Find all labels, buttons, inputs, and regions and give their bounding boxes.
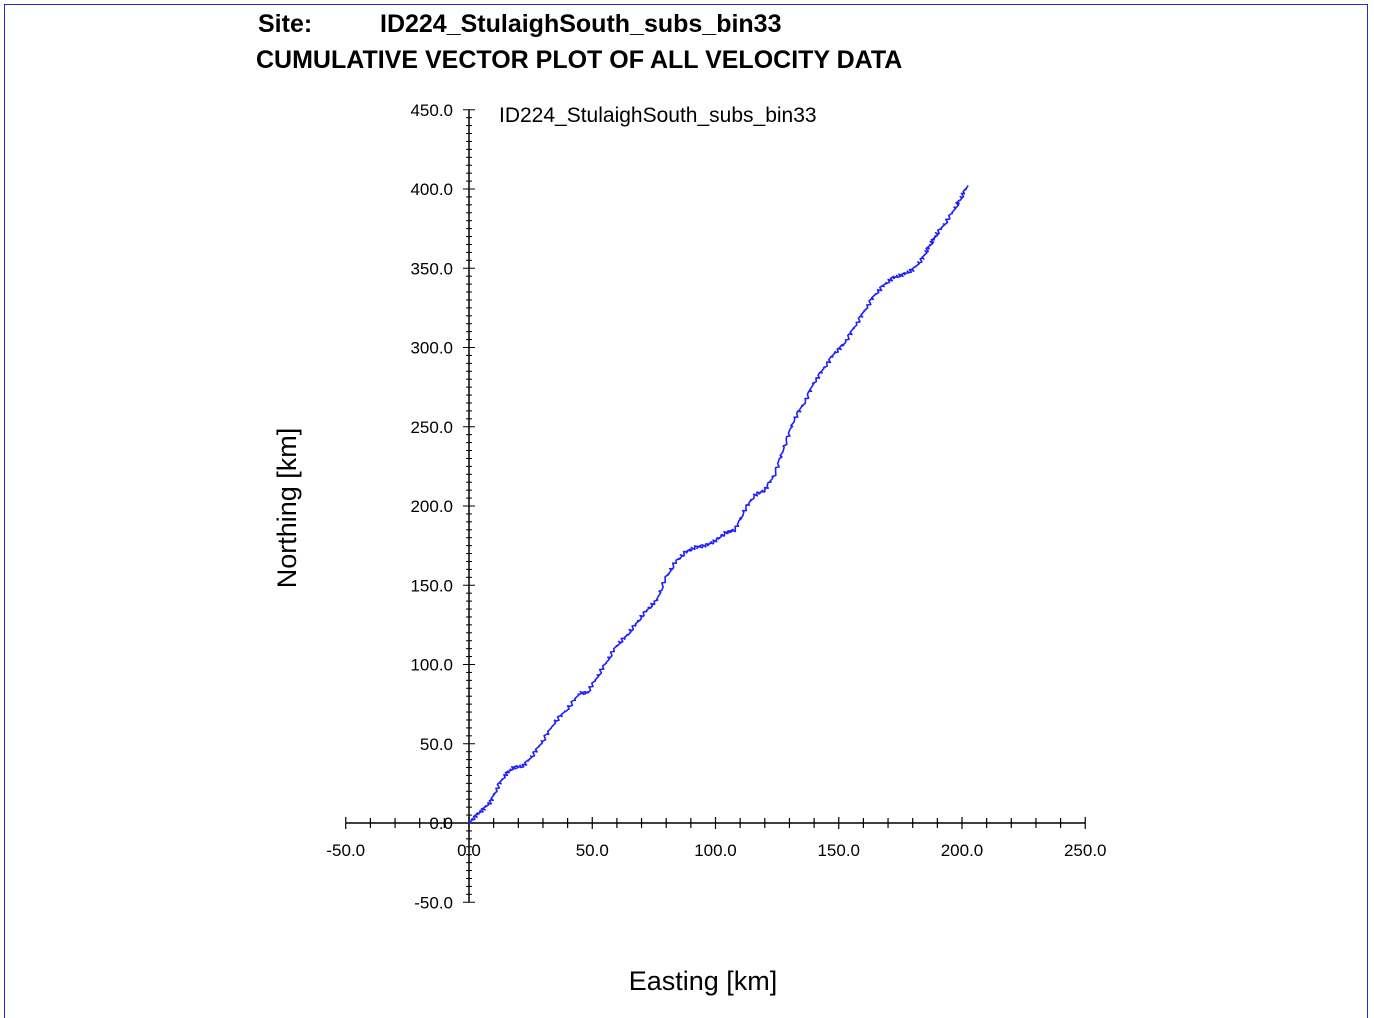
- x-tick-label: 100.0: [694, 841, 737, 860]
- y-tick-label: 400.0: [410, 180, 453, 199]
- series-line: [468, 185, 969, 824]
- y-tick-label: 300.0: [410, 339, 453, 358]
- y-tick-label: 200.0: [410, 497, 453, 516]
- y-tick-label: 150.0: [410, 576, 453, 595]
- plot-title: CUMULATIVE VECTOR PLOT OF ALL VELOCITY D…: [256, 46, 903, 74]
- y-tick-label: 250.0: [410, 418, 453, 437]
- x-tick-label: 250.0: [1064, 841, 1107, 860]
- x-tick-label: -50.0: [326, 841, 365, 860]
- site-label: Site:: [258, 10, 313, 38]
- y-tick-label: 50.0: [420, 735, 453, 754]
- figure-frame: [4, 4, 1368, 1018]
- y-tick-label: -50.0: [414, 893, 453, 912]
- y-axis-label: Northing [km]: [272, 428, 302, 589]
- y-tick-label: 100.0: [410, 656, 453, 675]
- tick-marks: [345, 109, 1086, 903]
- x-tick-label: 200.0: [941, 841, 984, 860]
- x-axis-label: Easting [km]: [629, 966, 778, 996]
- series-legend-label: ID224_StulaighSouth_subs_bin33: [499, 104, 817, 127]
- x-tick-label: 0.0: [457, 841, 481, 860]
- y-tick-label: 350.0: [410, 259, 453, 278]
- y-tick-label: 450.0: [410, 101, 453, 120]
- x-tick-label: 50.0: [576, 841, 609, 860]
- tick-labels: -50.0 0.0 50.0 100.0 150.0 200.0 250.0 -50.0 0.0…: [326, 101, 1106, 913]
- y-tick-label: 0.0: [429, 814, 453, 833]
- site-value: ID224_StulaighSouth_subs_bin33: [380, 10, 782, 38]
- series-layer: [468, 185, 969, 824]
- axes: [345, 109, 1086, 903]
- x-tick-label: 150.0: [817, 841, 860, 860]
